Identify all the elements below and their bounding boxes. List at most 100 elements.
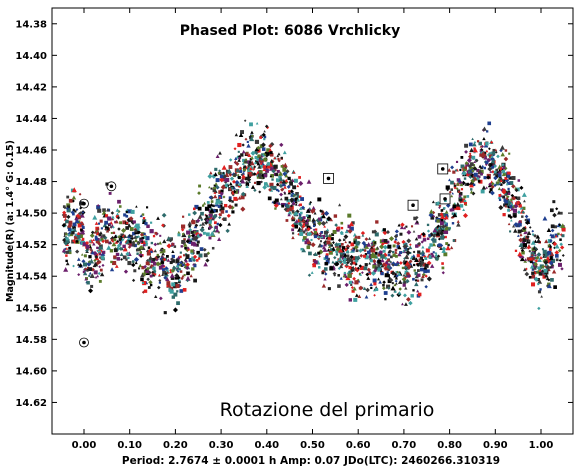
data-point <box>219 174 224 179</box>
data-point <box>377 259 382 264</box>
data-point <box>481 151 485 155</box>
data-point <box>218 215 222 220</box>
data-point <box>274 198 279 203</box>
data-point <box>244 137 248 141</box>
data-point <box>441 246 447 252</box>
data-point <box>284 173 289 178</box>
data-point <box>503 156 509 162</box>
data-point <box>278 171 284 176</box>
data-point <box>392 244 396 248</box>
data-point <box>244 176 249 181</box>
data-point <box>110 211 115 215</box>
data-point <box>494 150 498 154</box>
data-point <box>323 277 327 281</box>
data-point <box>503 198 507 202</box>
data-point <box>561 254 565 257</box>
data-point <box>250 134 254 138</box>
data-point <box>348 266 352 270</box>
data-point <box>416 289 420 293</box>
data-point <box>372 264 376 269</box>
data-point <box>65 237 69 241</box>
data-point <box>119 242 122 246</box>
data-point <box>394 229 399 234</box>
data-point <box>382 283 385 287</box>
data-point <box>166 243 172 249</box>
data-point <box>355 249 359 253</box>
data-point <box>253 149 260 155</box>
data-point <box>488 152 493 157</box>
data-point <box>368 271 371 274</box>
data-point <box>323 257 327 260</box>
data-point <box>154 231 158 235</box>
data-point <box>348 280 353 285</box>
data-point <box>273 168 277 172</box>
data-point <box>158 296 163 301</box>
data-point <box>74 218 80 223</box>
data-point <box>123 213 127 217</box>
data-point <box>317 235 321 239</box>
data-point <box>152 273 156 277</box>
data-point <box>462 167 467 172</box>
data-point <box>231 200 234 203</box>
data-point <box>421 274 425 279</box>
data-point <box>171 249 175 253</box>
data-point <box>170 276 175 280</box>
data-point <box>402 249 405 253</box>
data-point <box>253 161 257 165</box>
data-point <box>548 260 554 266</box>
data-point <box>396 241 401 246</box>
data-point <box>471 170 474 173</box>
data-point <box>349 261 354 266</box>
data-point <box>158 279 162 283</box>
data-point <box>521 250 525 255</box>
data-point <box>146 277 150 282</box>
data-point <box>112 260 117 266</box>
data-point <box>383 291 388 295</box>
data-point <box>80 221 85 226</box>
data-point <box>190 241 195 246</box>
data-point <box>306 239 312 245</box>
data-point <box>139 255 143 258</box>
data-point <box>82 242 87 246</box>
data-point <box>381 242 385 246</box>
data-point <box>62 237 67 243</box>
y-tick-label: 14.50 <box>15 209 47 220</box>
data-point <box>177 230 181 234</box>
data-point <box>509 230 512 233</box>
data-point <box>306 245 311 250</box>
data-point <box>559 242 563 247</box>
data-point <box>125 214 129 218</box>
data-point <box>500 152 506 157</box>
data-point <box>208 185 211 189</box>
data-point <box>219 191 224 196</box>
data-point <box>115 252 120 257</box>
data-point <box>555 254 559 258</box>
data-point <box>421 252 425 257</box>
data-point <box>372 278 377 283</box>
data-point <box>284 178 289 183</box>
data-point <box>275 173 279 177</box>
data-point <box>424 257 428 261</box>
data-point <box>503 179 506 182</box>
data-point <box>67 227 72 232</box>
data-point <box>63 205 67 210</box>
data-point <box>75 240 79 243</box>
data-point <box>253 181 257 184</box>
data-point <box>176 262 181 266</box>
data-point <box>512 224 516 228</box>
data-point <box>226 183 229 186</box>
data-point <box>441 266 445 270</box>
data-point <box>386 284 391 289</box>
data-point <box>209 207 215 213</box>
data-point <box>218 151 222 155</box>
data-point <box>284 196 289 201</box>
data-point <box>283 191 286 194</box>
data-point <box>444 222 448 227</box>
data-point <box>369 282 373 287</box>
data-point <box>283 191 287 195</box>
data-point <box>80 228 83 232</box>
data-point <box>162 270 167 275</box>
data-point <box>415 244 419 248</box>
data-point <box>444 215 449 220</box>
data-point <box>334 223 338 227</box>
